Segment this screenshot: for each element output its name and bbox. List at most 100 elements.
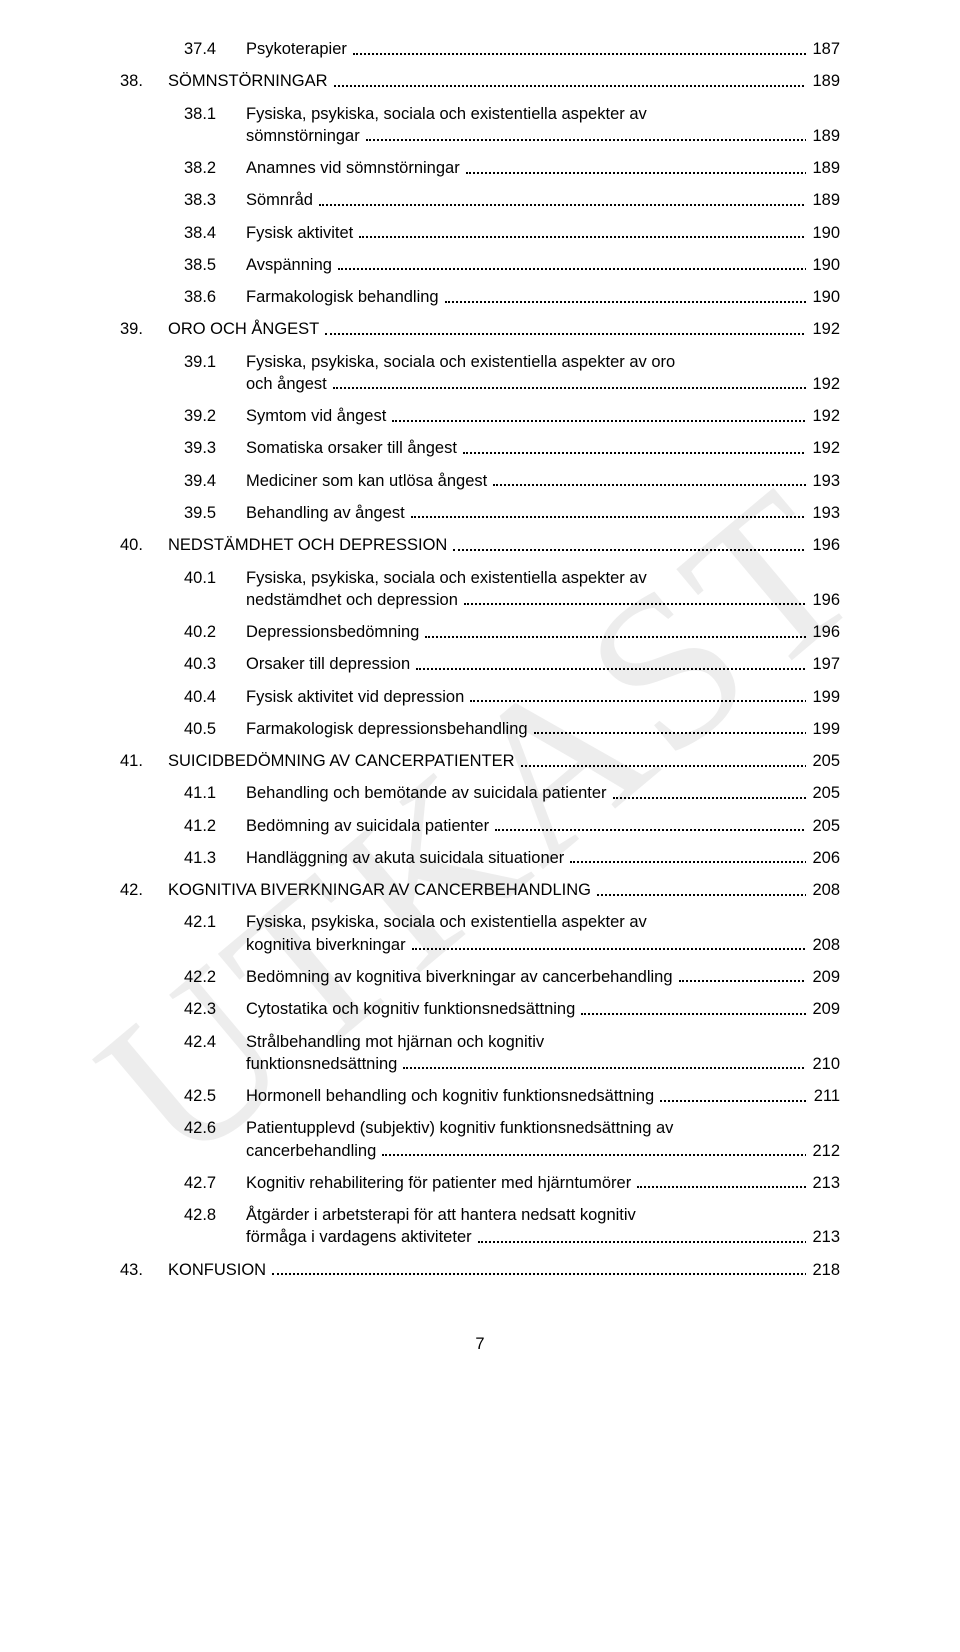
toc-entry-title: Bedömning av kognitiva biverkningar av c… xyxy=(246,968,675,986)
toc-entry-page: 205 xyxy=(806,750,840,772)
toc-entry-page: 205 xyxy=(806,815,840,837)
toc-entry-title: Cytostatika och kognitiv funktionsnedsät… xyxy=(246,1000,577,1018)
toc-entry: 38.1Fysiska, psykiska, sociala och exist… xyxy=(120,103,840,148)
toc-entry-title-line: förmåga i vardagens aktiviteter xyxy=(246,1228,474,1246)
toc-entry-title-line: Fysiska, psykiska, sociala och existenti… xyxy=(246,103,840,125)
toc-entry-title: Sömnråd xyxy=(246,191,315,209)
toc-entry-number: 38.5 xyxy=(184,254,246,276)
toc-entry-number: 38.2 xyxy=(184,157,246,179)
toc-entry-title: Fysiska, psykiska, sociala och existenti… xyxy=(246,567,840,612)
toc-entry-title-line: Strålbehandling mot hjärnan och kognitiv xyxy=(246,1031,840,1053)
toc-entry-title-line: cancerbehandling xyxy=(246,1142,378,1160)
toc-entry-number: 42.5 xyxy=(184,1085,246,1107)
toc-entry-page: 205 xyxy=(806,782,840,804)
toc-entry-page: 213 xyxy=(806,1226,840,1248)
toc-entry: 40.3Orsaker till depression197 xyxy=(120,653,840,675)
toc-entry-title: Somatiska orsaker till ångest xyxy=(246,439,459,457)
toc-entry-number: 38. xyxy=(120,70,168,92)
toc-entry-page: 199 xyxy=(806,718,840,740)
toc-entry: 42.5Hormonell behandling och kognitiv fu… xyxy=(120,1085,840,1107)
toc-entry-title-line: Fysiska, psykiska, sociala och existenti… xyxy=(246,567,840,589)
toc-entry-number: 41.3 xyxy=(184,847,246,869)
toc-entry-page: 196 xyxy=(806,621,840,643)
toc-entry: 39.1Fysiska, psykiska, sociala och exist… xyxy=(120,351,840,396)
toc-entry-number: 42.6 xyxy=(184,1117,246,1139)
toc-entry-title-line: Åtgärder i arbetsterapi för att hantera … xyxy=(246,1204,840,1226)
toc-entry-title: Strålbehandling mot hjärnan och kognitiv… xyxy=(246,1031,840,1076)
toc-entry-title: SÖMNSTÖRNINGAR xyxy=(168,72,330,90)
toc-entry-number: 40.4 xyxy=(184,686,246,708)
toc-entry-number: 39.2 xyxy=(184,405,246,427)
toc-entry-number: 42.2 xyxy=(184,966,246,988)
toc-entry-number: 38.4 xyxy=(184,222,246,244)
toc-entry-number: 38.3 xyxy=(184,189,246,211)
toc-entry: 41.2Bedömning av suicidala patienter205 xyxy=(120,815,840,837)
toc-entry: 38.SÖMNSTÖRNINGAR 189 xyxy=(120,70,840,92)
toc-entry: 43.KONFUSION218 xyxy=(120,1259,840,1281)
toc-entry-page: 190 xyxy=(806,254,840,276)
toc-entry-title: NEDSTÄMDHET OCH DEPRESSION xyxy=(168,536,449,554)
toc-entry: 41.SUICIDBEDÖMNING AV CANCERPATIENTER 205 xyxy=(120,750,840,772)
toc-entry-number: 42.4 xyxy=(184,1031,246,1053)
toc-page: 37.4Psykoterapier 187 38.SÖMNSTÖRNINGAR 189… xyxy=(0,0,960,1354)
toc-entry-page: 192 xyxy=(806,318,840,340)
toc-entry-page: 210 xyxy=(806,1053,840,1075)
toc-entry-title: SUICIDBEDÖMNING AV CANCERPATIENTER xyxy=(168,752,517,770)
toc-entry-title: Kognitiv rehabilitering för patienter me… xyxy=(246,1174,633,1192)
toc-entry-number: 42.7 xyxy=(184,1172,246,1194)
toc-entry-title: Fysiska, psykiska, sociala och existenti… xyxy=(246,911,840,956)
toc-entry-number: 42. xyxy=(120,879,168,901)
toc-entry-title: Åtgärder i arbetsterapi för att hantera … xyxy=(246,1204,840,1249)
toc-entry-title: Mediciner som kan utlösa ångest xyxy=(246,472,489,490)
toc-entry-title: Farmakologisk behandling xyxy=(246,288,441,306)
toc-entry-title: Anamnes vid sömnstörningar xyxy=(246,159,462,177)
toc-entry: 42.KOGNITIVA BIVERKNINGAR AV CANCERBEHAN… xyxy=(120,879,840,901)
toc-entry-page: 189 xyxy=(806,70,840,92)
toc-entry-number: 39.3 xyxy=(184,437,246,459)
toc-entry-title-line: funktionsnedsättning xyxy=(246,1055,399,1073)
toc-entry-page: 190 xyxy=(806,222,840,244)
toc-entry: 40.NEDSTÄMDHET OCH DEPRESSION 196 xyxy=(120,534,840,556)
toc-entry-title: Behandling och bemötande av suicidala pa… xyxy=(246,784,609,802)
toc-entry-title: Handläggning av akuta suicidala situatio… xyxy=(246,849,566,867)
toc-entry-page: 187 xyxy=(806,38,840,60)
toc-entry: 38.3Sömnråd189 xyxy=(120,189,840,211)
toc-entry: 38.5Avspänning190 xyxy=(120,254,840,276)
toc-entry-number: 40. xyxy=(120,534,168,556)
toc-entry: 42.2Bedömning av kognitiva biverkningar … xyxy=(120,966,840,988)
toc-entry-number: 41. xyxy=(120,750,168,772)
toc-entry: 39.4Mediciner som kan utlösa ångest193 xyxy=(120,470,840,492)
toc-list: 37.4Psykoterapier 187 38.SÖMNSTÖRNINGAR 189… xyxy=(120,38,840,1281)
toc-entry: 39.3Somatiska orsaker till ångest 192 xyxy=(120,437,840,459)
toc-entry-number: 43. xyxy=(120,1259,168,1281)
toc-entry-title-line: sömnstörningar xyxy=(246,127,362,145)
toc-entry-page: 192 xyxy=(806,373,840,395)
toc-entry-page: 212 xyxy=(806,1140,840,1162)
toc-entry-title: Behandling av ångest xyxy=(246,504,407,522)
toc-entry-page: 189 xyxy=(806,157,840,179)
toc-entry: 39.ORO OCH ÅNGEST192 xyxy=(120,318,840,340)
toc-entry: 41.1Behandling och bemötande av suicidal… xyxy=(120,782,840,804)
toc-entry: 42.7Kognitiv rehabilitering för patiente… xyxy=(120,1172,840,1194)
toc-entry: 42.6Patientupplevd (subjektiv) kognitiv … xyxy=(120,1117,840,1162)
toc-entry: 42.8Åtgärder i arbetsterapi för att hant… xyxy=(120,1204,840,1249)
toc-entry-page: 218 xyxy=(806,1259,840,1281)
toc-entry-title: Patientupplevd (subjektiv) kognitiv funk… xyxy=(246,1117,840,1162)
toc-entry: 39.5Behandling av ångest193 xyxy=(120,502,840,524)
toc-entry-page: 196 xyxy=(806,534,840,556)
toc-entry-page: 209 xyxy=(806,966,840,988)
toc-entry-number: 40.2 xyxy=(184,621,246,643)
toc-entry: 38.4Fysisk aktivitet190 xyxy=(120,222,840,244)
toc-entry-title: Fysisk aktivitet vid depression xyxy=(246,688,466,706)
toc-entry-page: 211 xyxy=(808,1085,840,1107)
toc-entry-number: 39.5 xyxy=(184,502,246,524)
toc-entry-page: 206 xyxy=(806,847,840,869)
toc-entry-page: 199 xyxy=(806,686,840,708)
toc-entry-title-line: och ångest xyxy=(246,375,329,393)
toc-entry-page: 192 xyxy=(806,437,840,459)
toc-entry-title: Psykoterapier xyxy=(246,40,349,58)
toc-entry-number: 37.4 xyxy=(184,38,246,60)
toc-entry-title-line: kognitiva biverkningar xyxy=(246,936,408,954)
toc-entry-title: Bedömning av suicidala patienter xyxy=(246,817,491,835)
toc-entry: 40.4Fysisk aktivitet vid depression 199 xyxy=(120,686,840,708)
